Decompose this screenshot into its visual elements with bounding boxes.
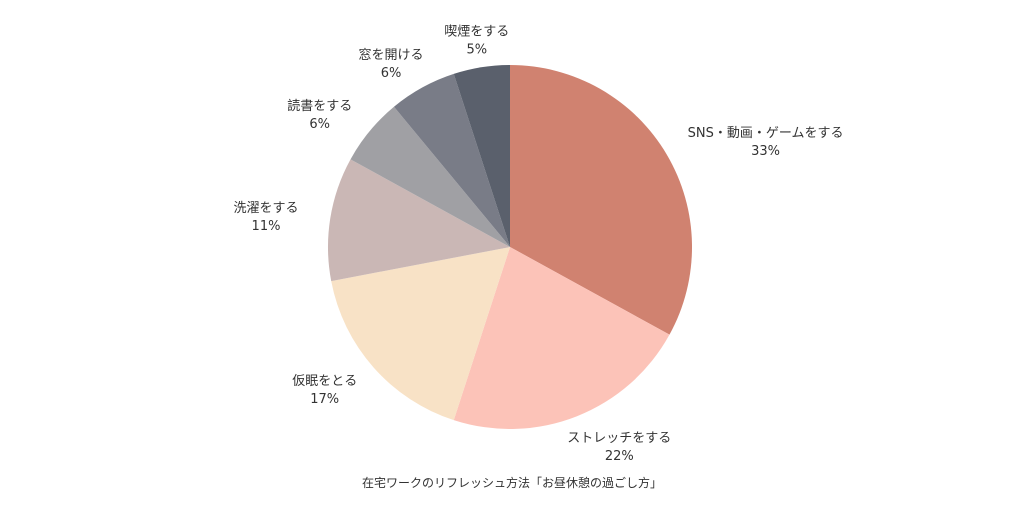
slice-value-label: 17%	[310, 392, 339, 407]
pie-slice	[453, 65, 510, 247]
pie-slice	[393, 73, 510, 247]
pie-slice	[350, 106, 510, 248]
pie-slice	[331, 247, 510, 421]
chart-caption: 在宅ワークのリフレッシュ方法「お昼休憩の過ごし方」	[361, 476, 662, 490]
slice-label: ストレッチをする	[567, 431, 671, 446]
slice-label: SNS・動画・ゲームをする	[688, 126, 844, 141]
slice-label: 窓を開ける	[358, 47, 423, 63]
slice-value-label: 5%	[466, 43, 487, 58]
slice-value-label: 6%	[309, 117, 330, 132]
pie-labels: SNS・動画・ゲームをする 33% ストレッチをする 22% 仮眠をとる 17% 洗濯をする…	[233, 25, 843, 465]
slice-label: 仮眠をとる	[292, 374, 357, 389]
slice-value-label: 22%	[605, 449, 634, 464]
slice-label: 喫煙をする	[444, 25, 509, 40]
pie-slice	[510, 65, 693, 335]
slice-value-label: 33%	[751, 144, 780, 159]
pie-slice	[327, 159, 510, 282]
slice-value-label: 6%	[381, 66, 402, 81]
pie-slices	[327, 65, 693, 429]
slice-label: 洗濯をする	[233, 201, 298, 216]
slice-value-label: 11%	[252, 219, 281, 234]
pie-slice	[453, 247, 670, 429]
slice-label: 読書をする	[287, 98, 352, 114]
